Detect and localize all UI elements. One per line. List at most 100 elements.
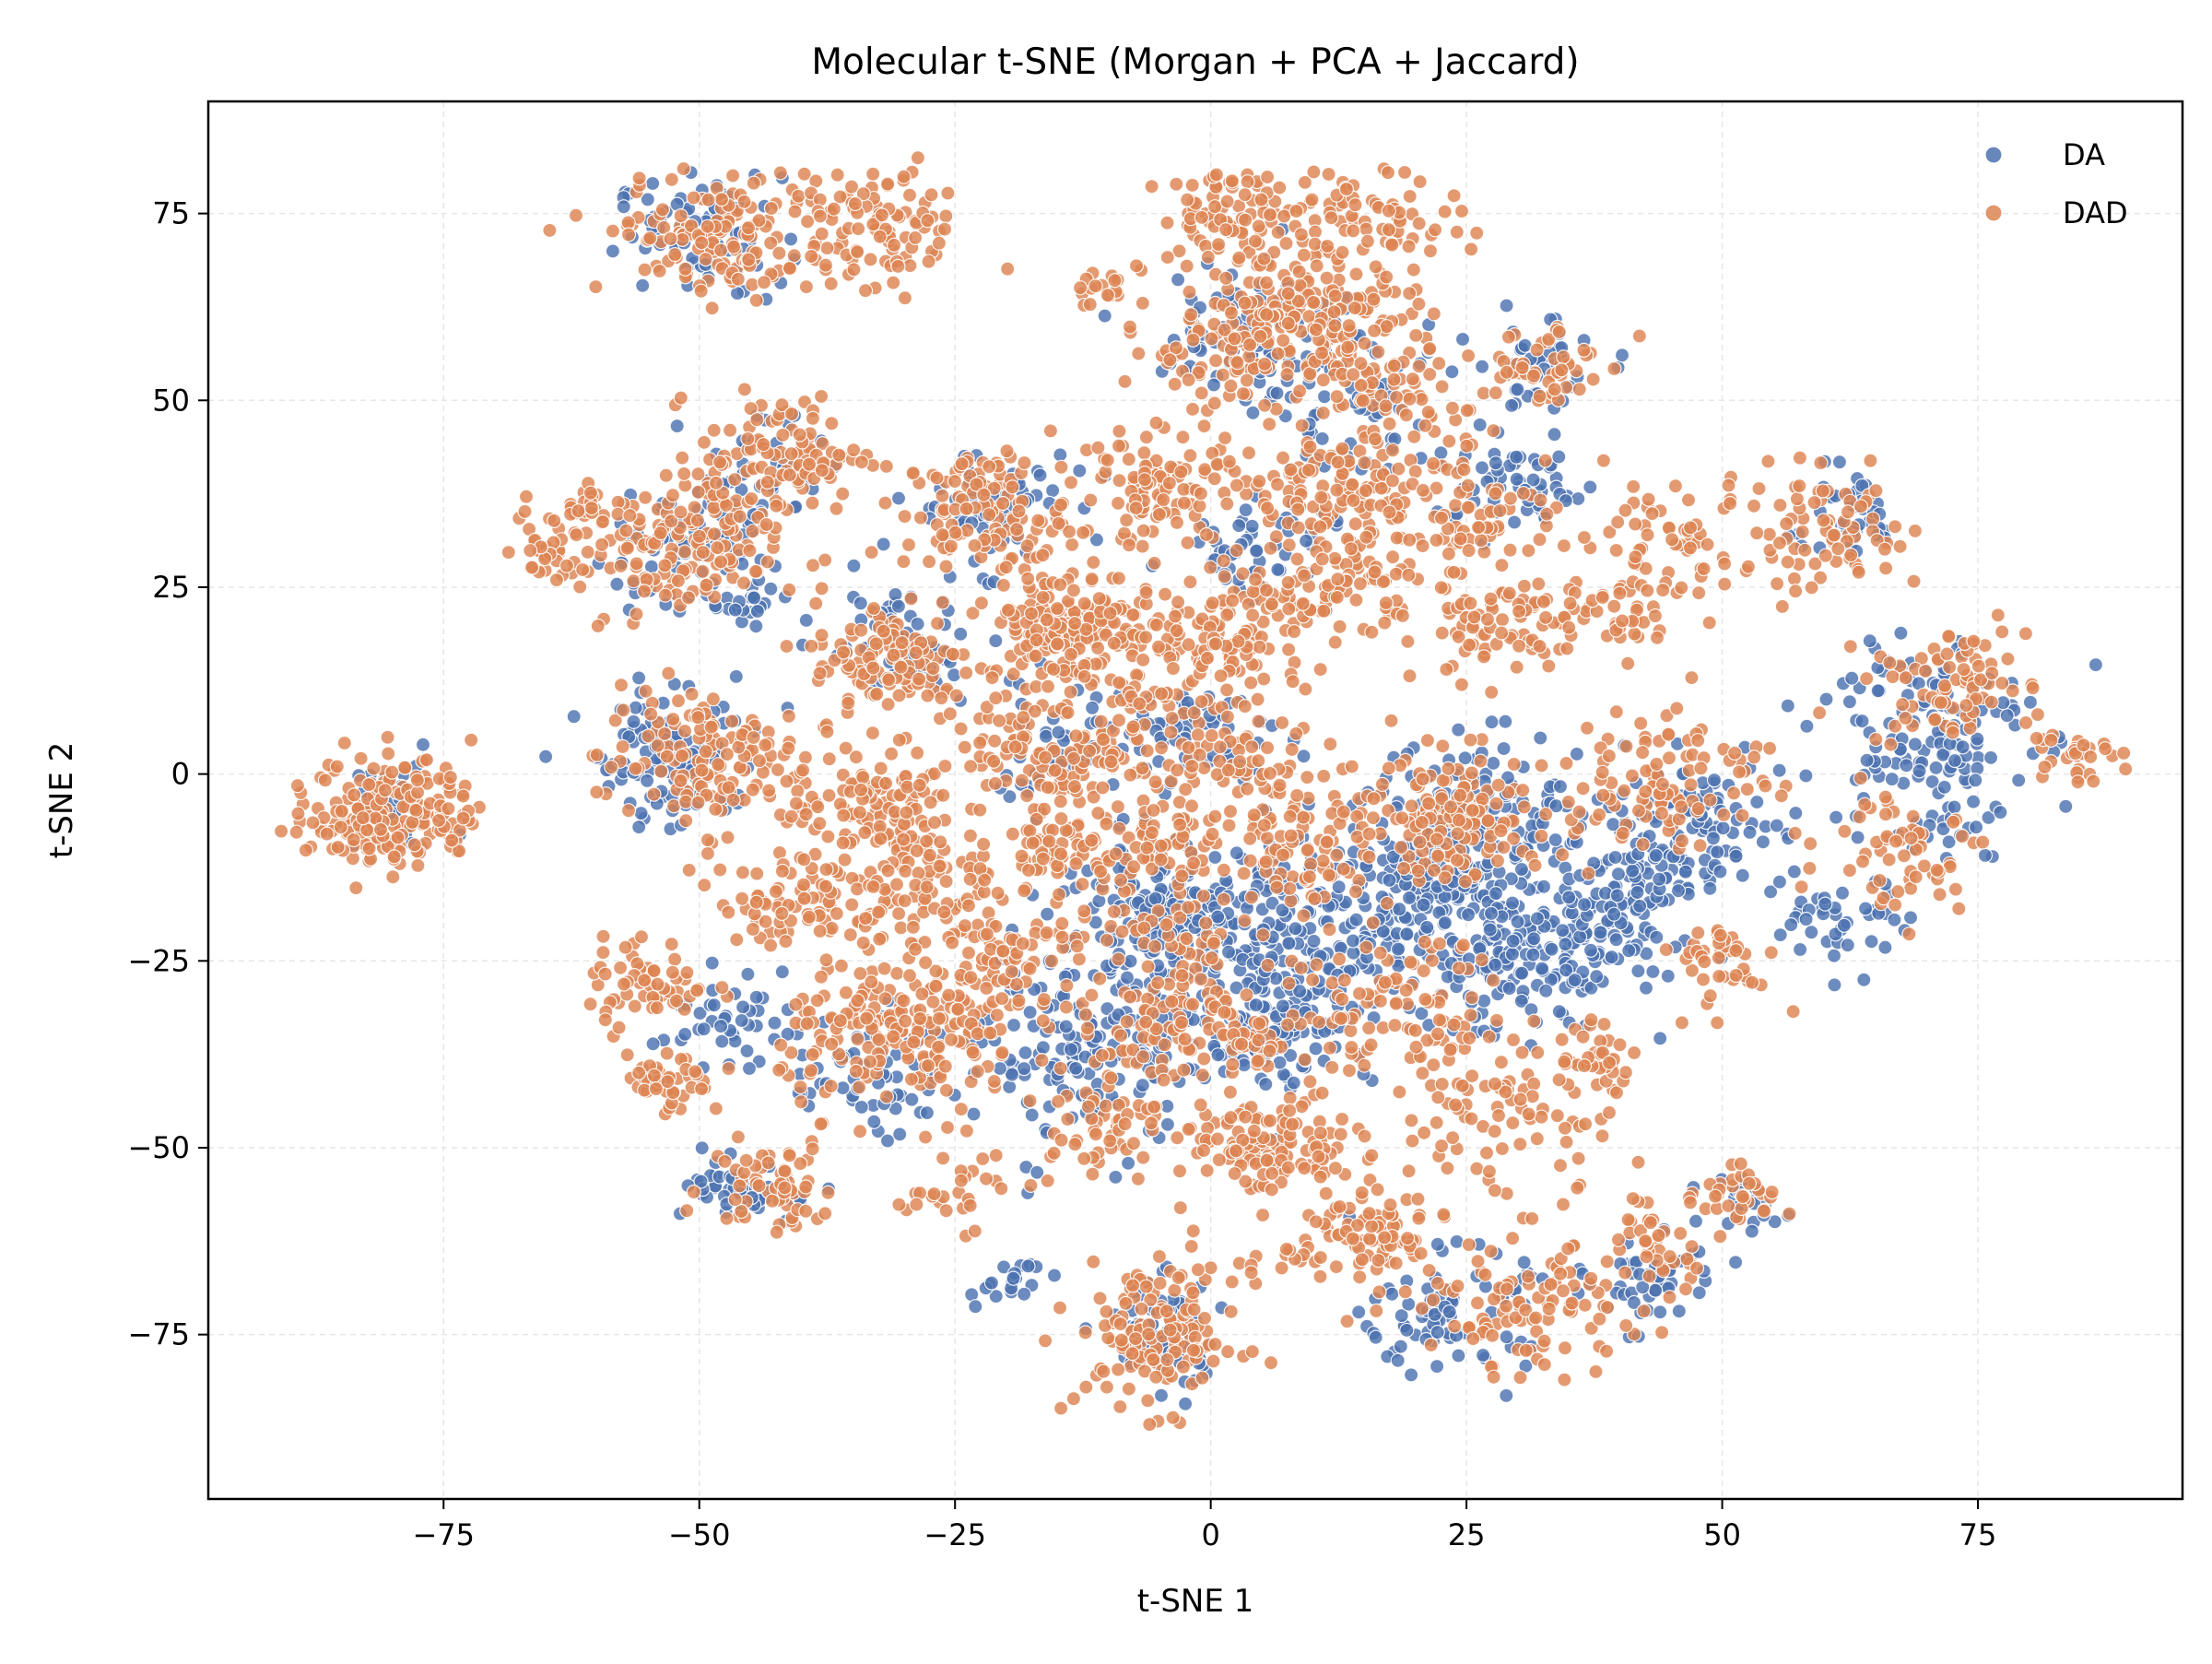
data-point [910, 844, 924, 858]
data-point [984, 1276, 998, 1290]
data-point [1499, 714, 1512, 728]
data-point [1113, 1317, 1127, 1331]
data-point [629, 701, 642, 714]
data-point [806, 496, 819, 510]
data-point [1514, 863, 1528, 877]
data-point [854, 455, 868, 469]
data-point [1271, 562, 1285, 576]
data-point [1708, 773, 1722, 787]
data-point [1036, 591, 1050, 605]
data-point [1315, 431, 1329, 445]
data-point [1622, 944, 1636, 958]
data-point [674, 774, 688, 788]
data-point [1653, 1032, 1667, 1045]
data-point [898, 291, 912, 305]
data-point [1552, 1005, 1566, 1019]
data-point [943, 707, 957, 721]
data-point [799, 280, 813, 294]
data-point [878, 496, 892, 510]
data-point [709, 802, 723, 816]
data-point [866, 879, 880, 893]
data-point [1184, 1240, 1198, 1254]
data-point [963, 829, 977, 843]
data-point [1420, 920, 1434, 934]
data-point [1018, 1046, 1032, 1060]
data-point [985, 671, 999, 685]
data-point [833, 1014, 847, 1028]
data-point [1103, 1134, 1117, 1148]
data-point [799, 1180, 813, 1194]
data-point [677, 545, 691, 559]
data-point [954, 1103, 968, 1116]
data-point [618, 977, 631, 991]
data-point [827, 202, 841, 216]
data-point [629, 557, 643, 571]
data-point [713, 863, 727, 877]
data-point [922, 254, 935, 268]
data-point [860, 1011, 874, 1025]
data-point [747, 591, 761, 605]
data-point [897, 994, 911, 1008]
data-point [1716, 821, 1730, 835]
data-point [1191, 1263, 1205, 1277]
data-point [897, 555, 911, 569]
data-point [894, 660, 908, 674]
data-point [1442, 1305, 1456, 1319]
data-point [715, 193, 729, 207]
data-point [1061, 1113, 1075, 1127]
data-point [612, 1021, 626, 1034]
data-point [1430, 1326, 1444, 1339]
data-point [996, 578, 1010, 592]
data-point [685, 688, 699, 702]
data-point [1535, 962, 1549, 975]
data-point [877, 624, 890, 638]
data-point [746, 783, 759, 797]
data-point [982, 508, 996, 522]
data-point [902, 538, 916, 552]
data-point [818, 1207, 832, 1221]
data-point [638, 263, 652, 277]
data-point [1225, 1275, 1239, 1289]
data-point [819, 879, 833, 893]
data-point [798, 750, 812, 764]
data-point [1929, 761, 1943, 774]
data-point [778, 1181, 792, 1195]
data-point [620, 541, 634, 555]
data-point [1081, 1100, 1095, 1114]
data-point [788, 205, 802, 218]
data-point [847, 559, 861, 572]
data-point [629, 608, 643, 621]
data-point [1073, 464, 1087, 478]
data-point [785, 407, 799, 421]
data-point [291, 807, 305, 820]
data-point [1851, 831, 1865, 844]
data-point [724, 423, 737, 437]
data-point [666, 713, 680, 726]
data-point [391, 831, 405, 844]
data-point [707, 998, 721, 1012]
data-point [1450, 1234, 1464, 1248]
data-point [641, 773, 654, 787]
data-point [1818, 897, 1832, 911]
data-point [1078, 1326, 1092, 1339]
data-point [993, 714, 1006, 727]
data-point [762, 784, 776, 797]
data-point [856, 936, 870, 950]
data-point [1559, 938, 1572, 951]
data-point [1048, 1269, 1062, 1282]
data-point [815, 464, 829, 478]
data-point [1126, 1279, 1140, 1292]
data-point [1187, 1343, 1201, 1357]
data-point [615, 679, 629, 692]
data-point [670, 994, 684, 1008]
data-point [797, 891, 811, 905]
data-point [411, 858, 425, 872]
data-point [354, 751, 368, 765]
data-point [695, 1141, 709, 1155]
data-point [647, 787, 661, 801]
data-point [638, 584, 652, 598]
data-point [695, 763, 709, 777]
data-point [688, 1065, 702, 1079]
data-point [1148, 891, 1162, 905]
data-point [1025, 1108, 1039, 1122]
